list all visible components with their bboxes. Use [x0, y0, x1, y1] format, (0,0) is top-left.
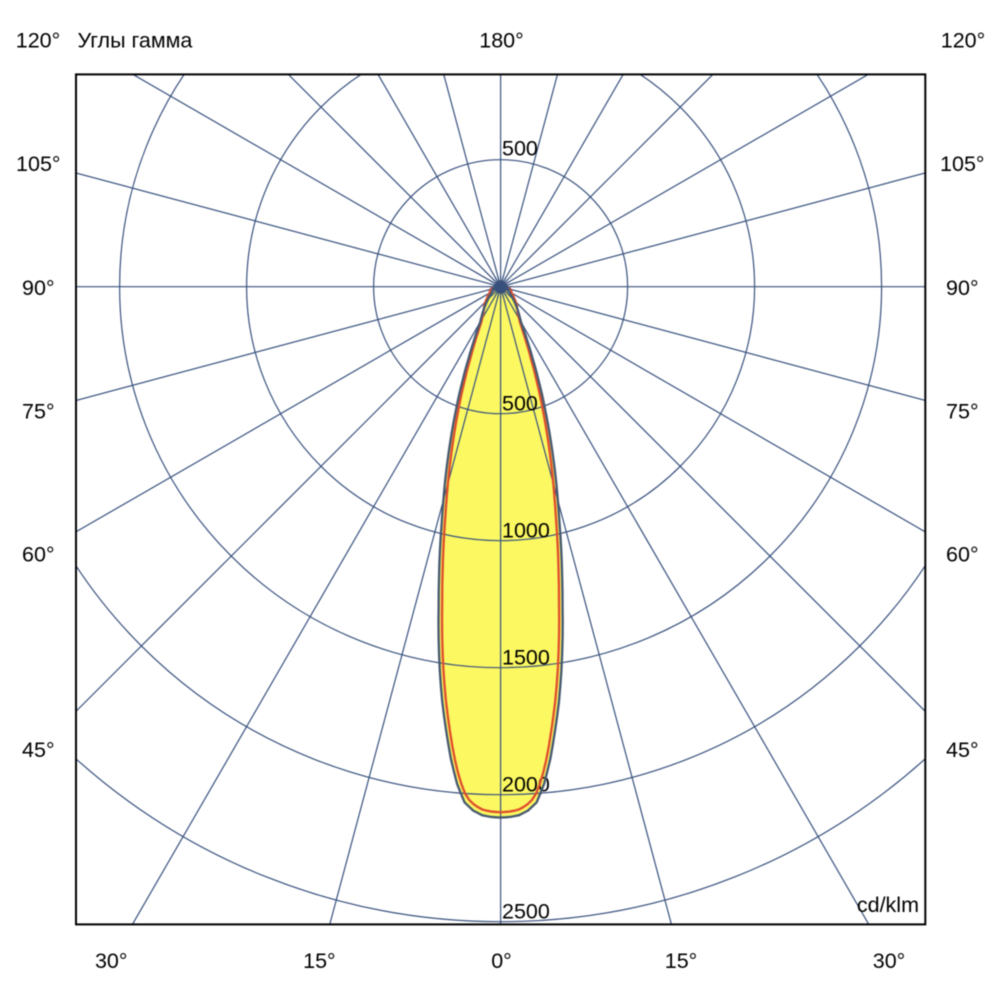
svg-text:180°: 180° — [479, 29, 523, 53]
svg-text:1000: 1000 — [502, 519, 550, 543]
svg-text:15°: 15° — [303, 949, 336, 973]
svg-text:45°: 45° — [22, 738, 55, 762]
svg-text:120°: 120° — [941, 29, 985, 53]
svg-text:2500: 2500 — [502, 900, 550, 924]
svg-text:cd/klm: cd/klm — [857, 893, 919, 917]
svg-text:45°: 45° — [946, 738, 979, 762]
svg-text:1500: 1500 — [502, 646, 550, 670]
svg-text:105°: 105° — [940, 152, 984, 176]
svg-text:90°: 90° — [22, 276, 55, 300]
svg-text:Углы гамма: Углы гамма — [78, 29, 193, 53]
svg-text:500: 500 — [502, 392, 538, 416]
svg-text:15°: 15° — [665, 949, 698, 973]
svg-text:75°: 75° — [22, 400, 55, 424]
svg-text:30°: 30° — [95, 949, 128, 973]
svg-text:500: 500 — [502, 137, 538, 161]
svg-text:120°: 120° — [16, 29, 60, 53]
svg-text:0°: 0° — [491, 949, 512, 973]
svg-text:75°: 75° — [946, 400, 979, 424]
svg-text:105°: 105° — [16, 152, 60, 176]
svg-text:60°: 60° — [946, 543, 979, 567]
svg-text:30°: 30° — [873, 949, 906, 973]
svg-text:90°: 90° — [946, 276, 979, 300]
svg-text:60°: 60° — [22, 543, 55, 567]
